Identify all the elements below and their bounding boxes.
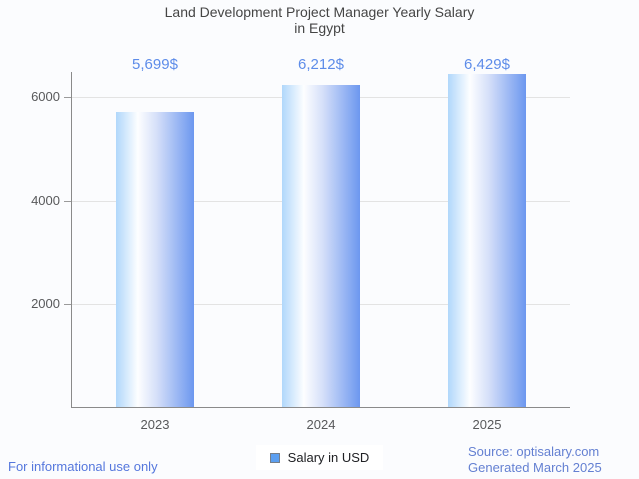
y-axis-label: 6000 [31,88,60,104]
bar-2025 [448,73,526,407]
y-tick-6000 [64,96,71,98]
source-attribution: Source: optisalary.com Generated March 2… [468,444,602,476]
generated-text: Generated March 2025 [468,460,602,475]
bar-2023 [116,111,194,407]
bar-2024 [282,84,360,407]
y-axis-label: 4000 [31,192,60,208]
value-label-2023: 5,699$ [132,56,178,73]
legend: Salary in USD [0,445,639,470]
legend-swatch-icon [269,452,280,463]
value-label-2024: 6,212$ [298,56,344,73]
disclaimer-text: For informational use only [8,459,158,474]
y-axis-line [71,72,72,408]
chart-title-line2: in Egypt [294,20,345,36]
legend-box: Salary in USD [255,445,384,470]
x-axis-line [71,407,570,408]
y-axis-label: 2000 [31,296,60,312]
y-tick-4000 [64,200,71,202]
y-tick-2000 [64,304,71,306]
chart-title-line1: Land Development Project Manager Yearly … [164,4,475,20]
x-axis-label-2024: 2024 [306,417,336,432]
x-axis-label-2023: 2023 [140,417,170,432]
chart-title: Land Development Project Manager Yearly … [0,4,639,36]
value-label-2025: 6,429$ [464,56,510,73]
x-axis-label-2025: 2025 [472,417,502,432]
legend-label: Salary in USD [287,450,370,465]
source-text: Source: optisalary.com [468,444,600,459]
